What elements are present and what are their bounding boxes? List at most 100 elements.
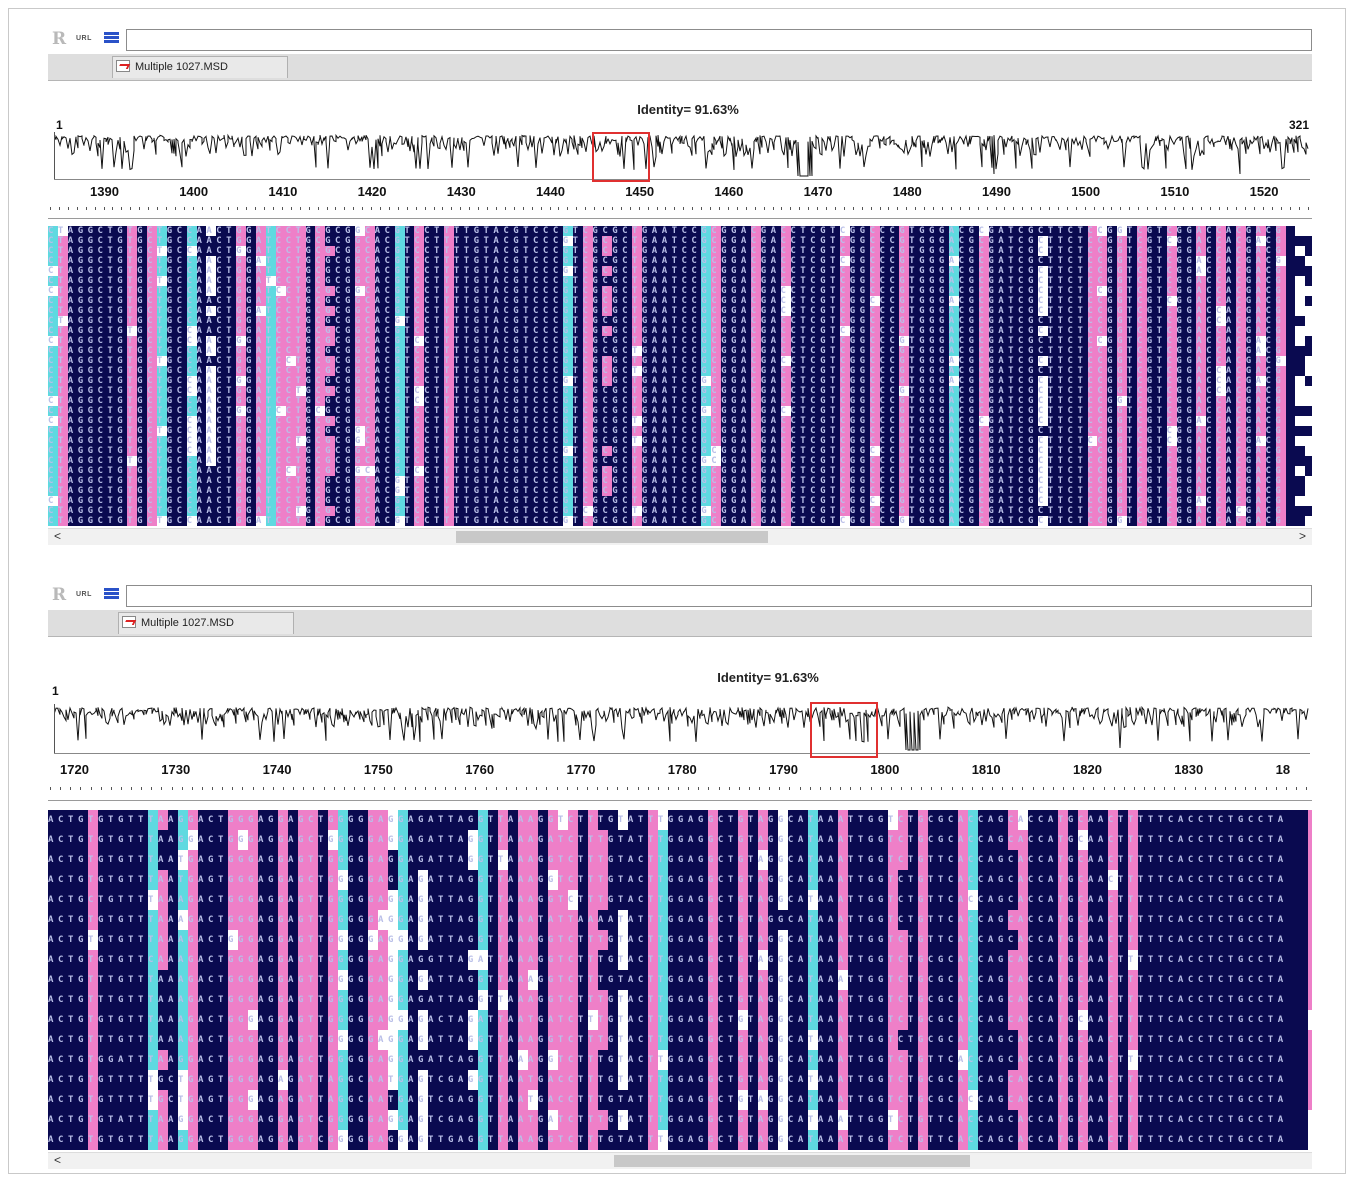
alignment-cell [186, 256, 197, 266]
alignment-cell [780, 246, 791, 256]
ruler-tick [1083, 787, 1085, 790]
alignment-cell [206, 306, 217, 316]
sequence-row: ACTGTGGATTTAAGGACTGGGAGGAGCTGGGGGAGGAGAT… [48, 1055, 1288, 1065]
ruler-tick [603, 207, 605, 210]
alignment-cell [285, 336, 296, 346]
alignment-cell [602, 286, 613, 296]
r-logo-icon[interactable]: R [52, 585, 67, 605]
alignment-cell [582, 276, 593, 286]
sequence-row: CTAGGCTGTGCTGCCAACTGGATCCTGCGCGGCACGTCCT… [48, 486, 1286, 496]
ruler-tick-label: 1490 [982, 184, 1011, 199]
ruler-tick [736, 207, 738, 210]
alignment-cell [1087, 226, 1098, 236]
ruler-tick [678, 787, 680, 790]
selection-window[interactable] [592, 132, 650, 182]
alignment-cell [1097, 256, 1108, 266]
alignment-cell [315, 346, 326, 356]
scroll-thumb[interactable] [456, 531, 768, 543]
alignment-cell [444, 316, 454, 326]
scroll-left-arrow[interactable]: < [54, 529, 62, 543]
alignment-cell [1196, 266, 1207, 276]
alignment-cell [1216, 246, 1227, 256]
sequence-row: ACTGTTTGTTTAAAGACTGGGAGGAGTTGGGGGAGGAGAT… [48, 1035, 1288, 1045]
ruler-tick [228, 207, 230, 210]
r-logo-icon[interactable]: R [52, 29, 67, 49]
alignment-cell [295, 336, 306, 346]
alignment-cell [275, 356, 286, 366]
ruler-tick [879, 207, 881, 210]
alignment-cell [978, 296, 989, 306]
alignment-cell [48, 316, 58, 326]
tab-bar: Multiple 1027.MSD [48, 54, 1312, 81]
alignment-cell [750, 276, 761, 286]
alignment-cell [1038, 306, 1048, 316]
ruler-tick [290, 207, 292, 210]
ruler-tick [1154, 787, 1156, 790]
alignment-cell [1137, 306, 1147, 316]
alignment-cell [1137, 246, 1147, 256]
url-label[interactable]: URL [76, 591, 92, 598]
address-input[interactable] [126, 29, 1312, 51]
tab-multiple-msd[interactable]: Multiple 1027.MSD [112, 56, 288, 78]
alignment-cell [325, 356, 336, 366]
alignment-cell [394, 296, 405, 306]
alignment-cell [1087, 236, 1098, 246]
alignment-cell [285, 226, 296, 236]
scroll-right-arrow[interactable]: > [1298, 529, 1306, 543]
database-icon[interactable] [104, 32, 119, 47]
alignment-cell [1196, 306, 1207, 316]
database-icon[interactable] [104, 588, 119, 603]
alignment-cell [394, 336, 405, 346]
url-label[interactable]: URL [76, 35, 92, 42]
ruler-tick [323, 787, 325, 790]
alignment-cell [57, 316, 68, 326]
alignment-cell [354, 356, 365, 366]
alignment-cell [236, 336, 247, 346]
ruler-tick [157, 207, 159, 210]
ruler-tick [272, 787, 274, 790]
alignment-cell [236, 316, 247, 326]
ruler-tick [353, 787, 355, 790]
alignment-cell [701, 316, 712, 326]
alignment-cell [315, 316, 326, 326]
alignment-cell [147, 356, 157, 366]
alignment-cell [602, 306, 613, 316]
ruler-tick [183, 207, 185, 210]
ruler-tick [112, 207, 114, 210]
scroll-thumb[interactable] [614, 1155, 970, 1167]
alignment-cell [265, 236, 276, 246]
alignment-cell [1117, 356, 1128, 366]
ruler-tick-label: 1780 [667, 762, 697, 777]
alignment-cell [1216, 236, 1227, 246]
ruler-tick [995, 207, 997, 210]
alignment-cell [414, 306, 425, 316]
alignment-grid[interactable]: ACTGTGTGTTTAAGGACTGGGAGGAGCTGGGGGAGGAGAT… [48, 810, 1312, 1150]
alignment-cell [414, 346, 425, 356]
alignment-cell [840, 346, 850, 356]
alignment-cell [1117, 266, 1128, 276]
alignment-cell [1097, 246, 1108, 256]
alignment-cell [206, 276, 217, 286]
tab-multiple-msd[interactable]: Multiple 1027.MSD [118, 612, 294, 634]
horizontal-scrollbar[interactable]: < > [48, 528, 1312, 545]
ruler-tick [299, 207, 301, 210]
alignment-cell [364, 306, 375, 316]
alignment-cell [444, 276, 454, 286]
ruler-tick [1022, 787, 1024, 790]
alignment-cell [1166, 326, 1177, 336]
ruler-tick [576, 787, 578, 790]
alignment-cell [1087, 346, 1098, 356]
sequence-row: CTAGGCTGTGCTGCCAACTGGATCCTGCGCGGCACGTCCT… [48, 236, 1286, 246]
horizontal-scrollbar[interactable]: < [48, 1152, 1312, 1169]
alignment-cell [275, 256, 286, 266]
address-input[interactable] [126, 585, 1312, 607]
selection-window[interactable] [810, 702, 878, 758]
alignment-grid[interactable]: CTAGGCTGTGCTGCCAACTGGATCCTGCGCGGCACGTCCT… [48, 226, 1312, 526]
scroll-left-arrow[interactable]: < [54, 1153, 62, 1167]
alignment-cell [1305, 366, 1312, 376]
ruler-tick [880, 787, 882, 790]
ruler-tick [941, 787, 943, 790]
alignment-cell [1216, 276, 1227, 286]
alignment-cell [156, 336, 167, 346]
ruler-tick-label: 1430 [446, 184, 476, 199]
